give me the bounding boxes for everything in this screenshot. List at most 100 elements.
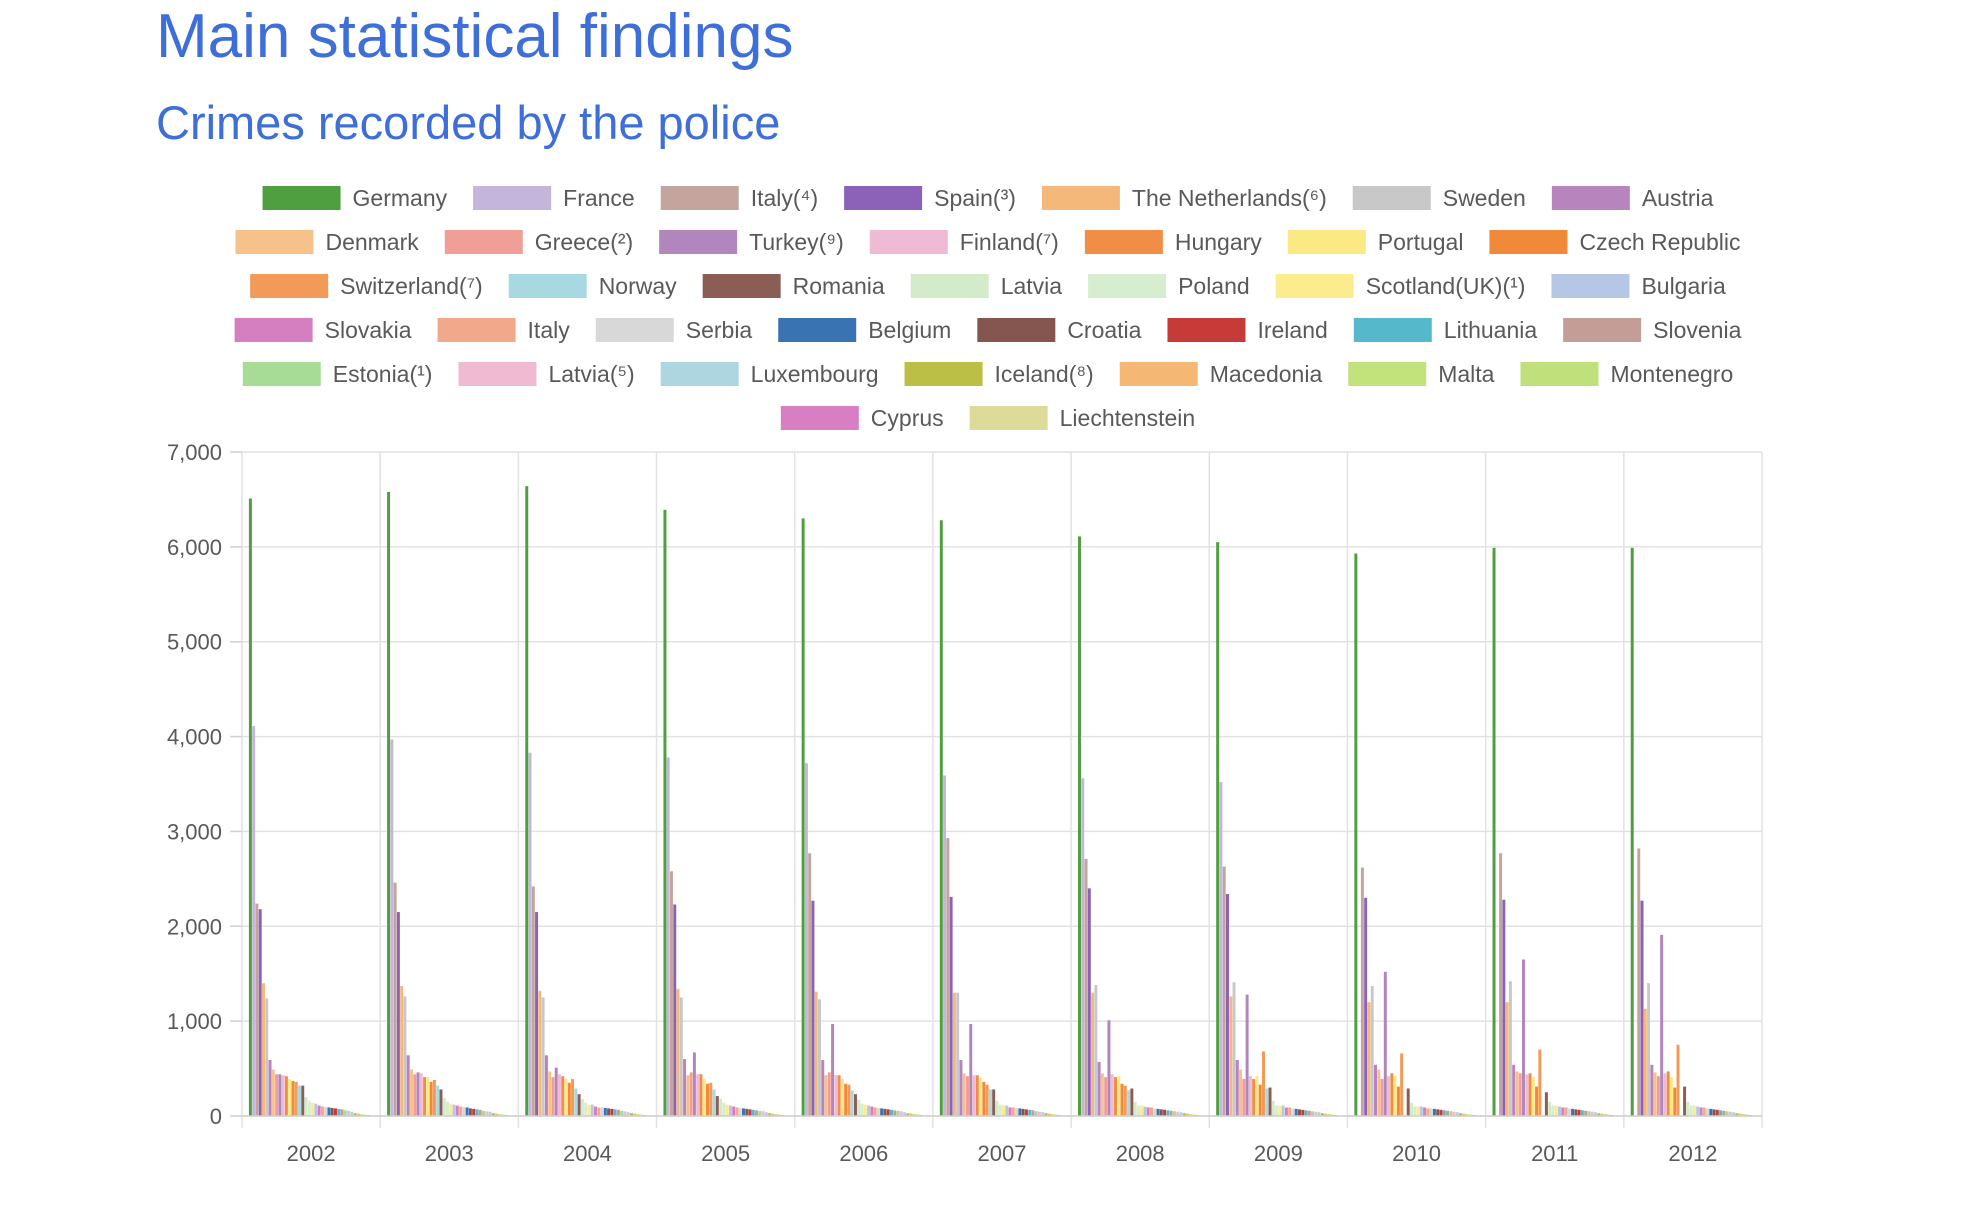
legend-swatch-spain (844, 186, 923, 210)
bar-romania-2007 (992, 1089, 996, 1116)
bar-czech-republic-2010 (1396, 1086, 1400, 1116)
legend-label-belgium[interactable]: Belgium (868, 317, 951, 343)
bar-denmark-2011 (1515, 1071, 1519, 1116)
bar-bulgaria-2007 (1005, 1105, 1009, 1116)
legend-swatch-czech-republic (1489, 230, 1568, 254)
legend-label-poland[interactable]: Poland (1178, 273, 1250, 299)
bar-italy-2002 (255, 903, 259, 1116)
bar-france-2004 (528, 752, 532, 1116)
bar-bulgaria-2005 (728, 1105, 732, 1116)
bar-luxembourg-2006 (903, 1112, 907, 1116)
bar-macedonia-2006 (909, 1113, 913, 1116)
bar-italy-2005 (735, 1107, 739, 1116)
bar-macedonia-2010 (1462, 1113, 1466, 1116)
legend-label-czech-republic[interactable]: Czech Republic (1579, 229, 1740, 255)
legend-label-hungary[interactable]: Hungary (1175, 229, 1262, 255)
legend-swatch-belgium (778, 318, 857, 342)
bar-finland-2003 (419, 1073, 423, 1116)
bar-germany-2011 (1492, 547, 1496, 1116)
bar-scotland-uk-2005 (725, 1104, 729, 1116)
legend-label-cyprus[interactable]: Cyprus (871, 405, 944, 431)
bar-portugal-2008 (1117, 1076, 1121, 1116)
bar-sweden-2007 (956, 992, 960, 1116)
bar-latvia-2008 (1133, 1101, 1137, 1116)
bar-portugal-2009 (1255, 1076, 1259, 1116)
legend-label-italy[interactable]: Italy (528, 317, 571, 343)
legend-label-the-netherlands[interactable]: The Netherlands(⁶) (1132, 185, 1327, 211)
page-subtitle: Crimes recorded by the police (156, 96, 781, 149)
bar-hungary-2009 (1252, 1079, 1256, 1116)
x-tick-label: 2008 (1116, 1141, 1165, 1166)
legend-label-norway[interactable]: Norway (599, 273, 677, 299)
bar-czech-republic-2007 (982, 1081, 986, 1116)
legend-label-austria[interactable]: Austria (1642, 185, 1714, 211)
bar-germany-2003 (387, 491, 391, 1117)
legend-label-spain[interactable]: Spain(³) (934, 185, 1016, 211)
legend-label-slovenia[interactable]: Slovenia (1653, 317, 1741, 343)
bar-slovenia-2005 (755, 1110, 759, 1116)
bar-ireland-2004 (610, 1108, 614, 1116)
bar-macedonia-2003 (495, 1113, 499, 1116)
legend-label-iceland[interactable]: Iceland(⁸) (995, 361, 1094, 387)
legend-swatch-sweden (1352, 186, 1431, 210)
legend-label-luxembourg[interactable]: Luxembourg (751, 361, 879, 387)
legend-label-portugal[interactable]: Portugal (1378, 229, 1464, 255)
legend-swatch-italy (437, 318, 516, 342)
legend-label-liechtenstein[interactable]: Liechtenstein (1060, 405, 1196, 431)
legend-label-latvia[interactable]: Latvia(⁵) (548, 361, 634, 387)
legend-label-switzerland[interactable]: Switzerland(⁷) (340, 273, 483, 299)
bar-slovenia-2008 (1169, 1110, 1173, 1116)
legend-label-serbia[interactable]: Serbia (686, 317, 753, 343)
bar-lithuania-2011 (1580, 1110, 1584, 1116)
legend-label-sweden[interactable]: Sweden (1443, 185, 1526, 211)
bar-latvia-2010 (1452, 1111, 1456, 1116)
legend-label-denmark[interactable]: Denmark (325, 229, 419, 255)
legend-label-france[interactable]: France (563, 185, 635, 211)
legend-label-slovakia[interactable]: Slovakia (325, 317, 412, 343)
chart-grid (241, 451, 1763, 1128)
bar-malta-2010 (1465, 1114, 1469, 1116)
legend-label-estonia[interactable]: Estonia(¹) (333, 361, 433, 387)
legend-swatch-poland (1088, 274, 1167, 298)
legend-label-greece[interactable]: Greece(²) (535, 229, 633, 255)
bar-latvia-2005 (761, 1111, 765, 1116)
bar-austria-2003 (406, 1055, 410, 1116)
legend-label-macedonia[interactable]: Macedonia (1210, 361, 1323, 387)
bar-latvia-2004 (623, 1111, 627, 1116)
bar-hungary-2011 (1528, 1073, 1532, 1116)
legend-label-croatia[interactable]: Croatia (1067, 317, 1141, 343)
legend-label-latvia[interactable]: Latvia (1001, 273, 1063, 299)
legend-label-montenegro[interactable]: Montenegro (1610, 361, 1733, 387)
legend-label-romania[interactable]: Romania (793, 273, 885, 299)
legend-label-italy[interactable]: Italy(⁴) (751, 185, 818, 211)
bar-italy-2011 (1564, 1107, 1568, 1116)
legend-label-lithuania[interactable]: Lithuania (1444, 317, 1538, 343)
bar-serbia-2003 (462, 1106, 466, 1116)
legend-label-scotland-uk[interactable]: Scotland(UK)(¹) (1366, 273, 1526, 299)
bar-estonia-2004 (620, 1110, 624, 1116)
legend-label-bulgaria[interactable]: Bulgaria (1641, 273, 1726, 299)
bar-serbia-2004 (600, 1107, 604, 1116)
legend-label-finland[interactable]: Finland(⁷) (960, 229, 1059, 255)
bar-belgium-2002 (327, 1107, 331, 1116)
bar-iceland-2003 (491, 1113, 495, 1116)
bar-belgium-2007 (1018, 1108, 1022, 1116)
legend-swatch-iceland (904, 362, 983, 386)
legend-label-malta[interactable]: Malta (1438, 361, 1494, 387)
legend-label-turkey[interactable]: Turkey(⁹) (749, 229, 844, 255)
legend-label-ireland[interactable]: Ireland (1257, 317, 1327, 343)
bar-ireland-2003 (472, 1108, 476, 1116)
bar-norway-2008 (1127, 1090, 1131, 1116)
bar-germany-2007 (939, 520, 943, 1116)
bar-poland-2009 (1275, 1105, 1279, 1116)
bar-italy-2005 (670, 871, 673, 1116)
chart-bars (248, 486, 1755, 1117)
bar-romania-2008 (1130, 1088, 1134, 1116)
legend-label-germany[interactable]: Germany (353, 185, 448, 211)
bar-italy-2009 (1222, 866, 1226, 1116)
bar-luxembourg-2005 (764, 1112, 768, 1116)
bar-hungary-2008 (1114, 1077, 1117, 1116)
bar-poland-2005 (722, 1102, 726, 1116)
bar-luxembourg-2003 (488, 1111, 492, 1116)
bar-switzerland-2002 (294, 1081, 298, 1116)
